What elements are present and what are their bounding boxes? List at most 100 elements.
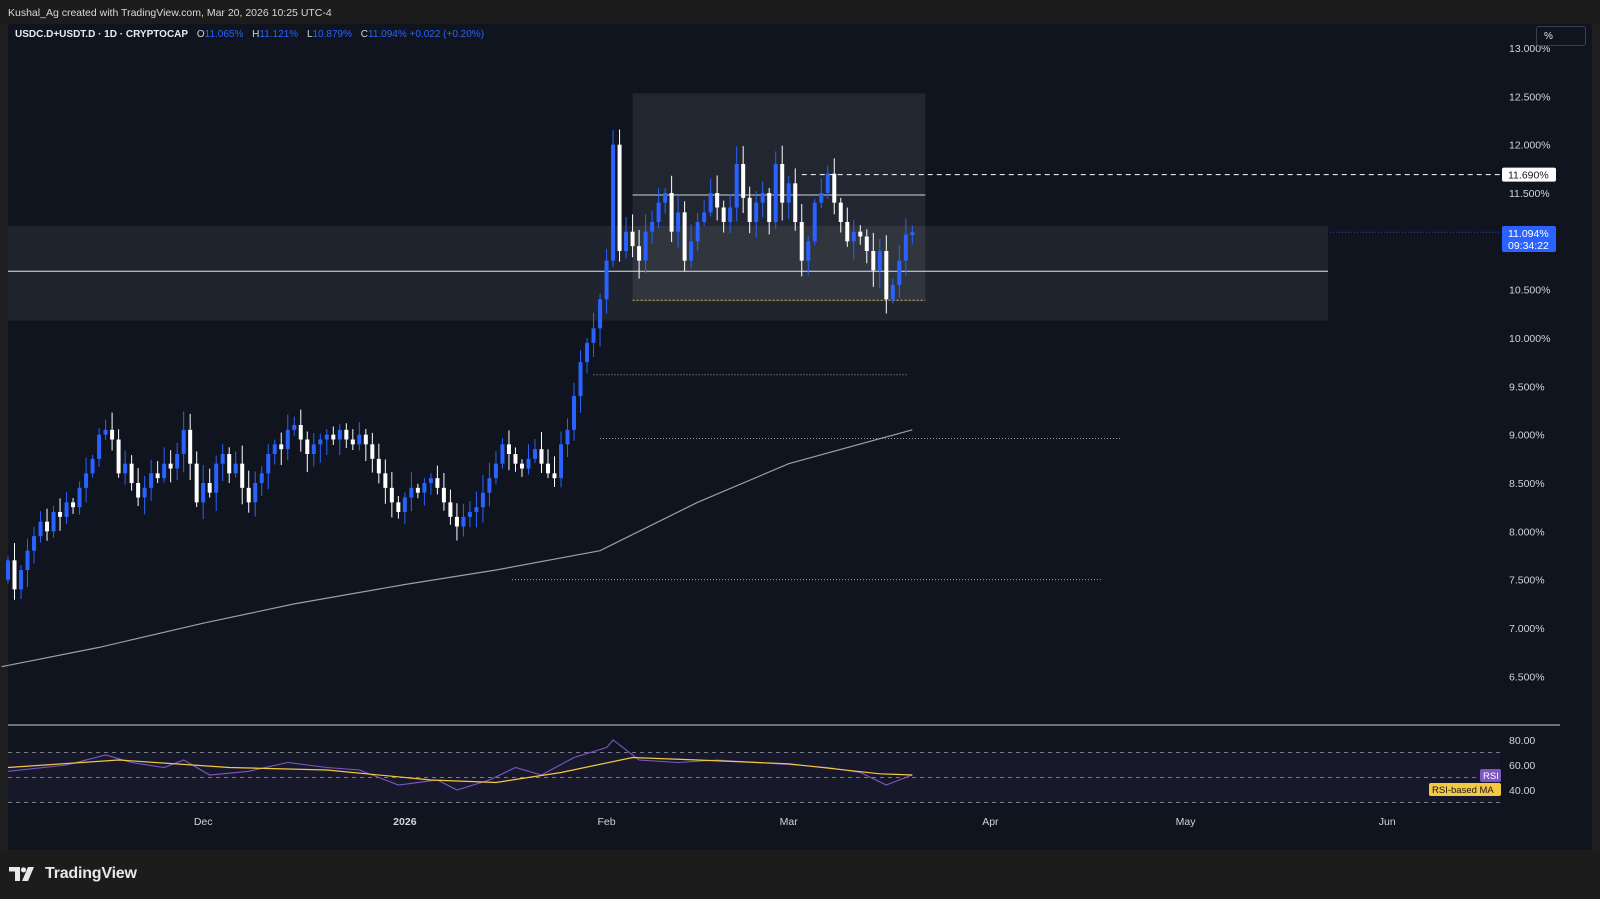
support-zone-box[interactable] [8,225,1328,321]
candle-body[interactable] [12,560,17,590]
candle-body[interactable] [585,342,590,363]
candle-body[interactable] [123,463,128,474]
candle-body[interactable] [611,144,616,261]
candle-body[interactable] [350,439,355,445]
candle-body[interactable] [201,483,206,503]
candle-body[interactable] [689,241,694,261]
candle-body[interactable] [734,164,739,208]
candle-body[interactable] [331,434,336,440]
candle-body[interactable] [19,570,24,590]
candle-body[interactable] [285,429,290,450]
candle-body[interactable] [97,434,102,459]
candle-body[interactable] [591,328,596,343]
candle-body[interactable] [572,396,577,430]
candle-body[interactable] [305,439,310,455]
candle-body[interactable] [116,439,121,474]
candle-body[interactable] [663,193,668,203]
candle-body[interactable] [676,212,681,232]
candle-body[interactable] [884,251,889,300]
candle-body[interactable] [545,463,550,474]
candles-group[interactable] [6,129,915,600]
candle-body[interactable] [181,429,186,455]
candle-body[interactable] [337,429,342,440]
candle-body[interactable] [90,458,95,474]
candle-body[interactable] [474,507,479,513]
candle-body[interactable] [311,444,316,455]
candle-body[interactable] [259,473,264,484]
candle-body[interactable] [871,251,876,271]
candle-body[interactable] [396,502,401,513]
candle-body[interactable] [461,516,466,527]
candle-body[interactable] [519,463,524,469]
candle-body[interactable] [32,536,37,551]
candle-body[interactable] [708,193,713,213]
candle-body[interactable] [376,458,381,474]
candle-body[interactable] [903,234,908,261]
candle-body[interactable] [318,439,323,445]
candle-body[interactable] [598,299,603,329]
candle-body[interactable] [656,202,661,223]
candle-body[interactable] [194,463,199,503]
candle-body[interactable] [272,444,277,455]
candle-body[interactable] [155,473,160,479]
candle-body[interactable] [240,463,245,488]
candle-body[interactable] [188,429,193,464]
candle-body[interactable] [539,449,544,464]
candle-body[interactable] [467,512,472,517]
candle-body[interactable] [71,502,76,508]
candle-body[interactable] [858,231,863,237]
candle-body[interactable] [532,449,537,459]
candle-body[interactable] [819,193,824,203]
candle-body[interactable] [845,222,850,242]
candle-body[interactable] [136,483,141,498]
candle-body[interactable] [812,202,817,242]
candle-body[interactable] [669,193,674,232]
candle-body[interactable] [754,202,759,223]
candle-body[interactable] [344,429,349,440]
candle-body[interactable] [162,463,167,479]
range-box[interactable] [632,93,926,302]
candle-body[interactable] [832,173,837,203]
candle-body[interactable] [637,246,642,261]
candle-body[interactable] [526,458,531,469]
candle-body[interactable] [402,497,407,513]
percent-scale-button[interactable]: % [1536,26,1586,46]
tradingview-brand[interactable]: TradingView [9,865,137,883]
candle-body[interactable] [825,173,830,194]
candle-body[interactable] [741,164,746,198]
candle-body[interactable] [84,473,89,488]
candle-body[interactable] [415,487,420,493]
symbol-legend[interactable]: USDC.D+USDT.D · 1D · CRYPTOCAP O11.065% … [15,29,484,40]
candle-body[interactable] [77,487,82,508]
candle-body[interactable] [604,260,609,300]
candle-body[interactable] [799,222,804,261]
candle-body[interactable] [435,478,440,488]
candle-body[interactable] [448,502,453,517]
candle-body[interactable] [6,560,10,580]
candle-body[interactable] [58,512,63,517]
candle-body[interactable] [38,521,43,537]
candle-body[interactable] [409,487,414,498]
candle-body[interactable] [175,454,180,469]
candle-body[interactable] [890,284,895,300]
candle-body[interactable] [493,463,498,479]
candle-body[interactable] [721,207,726,223]
candle-body[interactable] [103,429,108,435]
candle-body[interactable] [168,463,173,469]
candle-body[interactable] [422,483,427,493]
candle-body[interactable] [383,473,388,488]
candle-body[interactable] [552,473,557,479]
chart-frame[interactable] [8,24,1592,850]
candle-body[interactable] [578,362,583,397]
candle-body[interactable] [480,492,485,508]
candle-body[interactable] [227,454,232,474]
candle-body[interactable] [715,193,720,208]
candle-body[interactable] [51,512,56,532]
candle-body[interactable] [357,434,362,445]
candle-body[interactable] [324,434,329,440]
candle-body[interactable] [142,487,147,498]
candle-body[interactable] [370,444,375,459]
candle-body[interactable] [149,473,154,488]
candle-body[interactable] [487,478,492,493]
